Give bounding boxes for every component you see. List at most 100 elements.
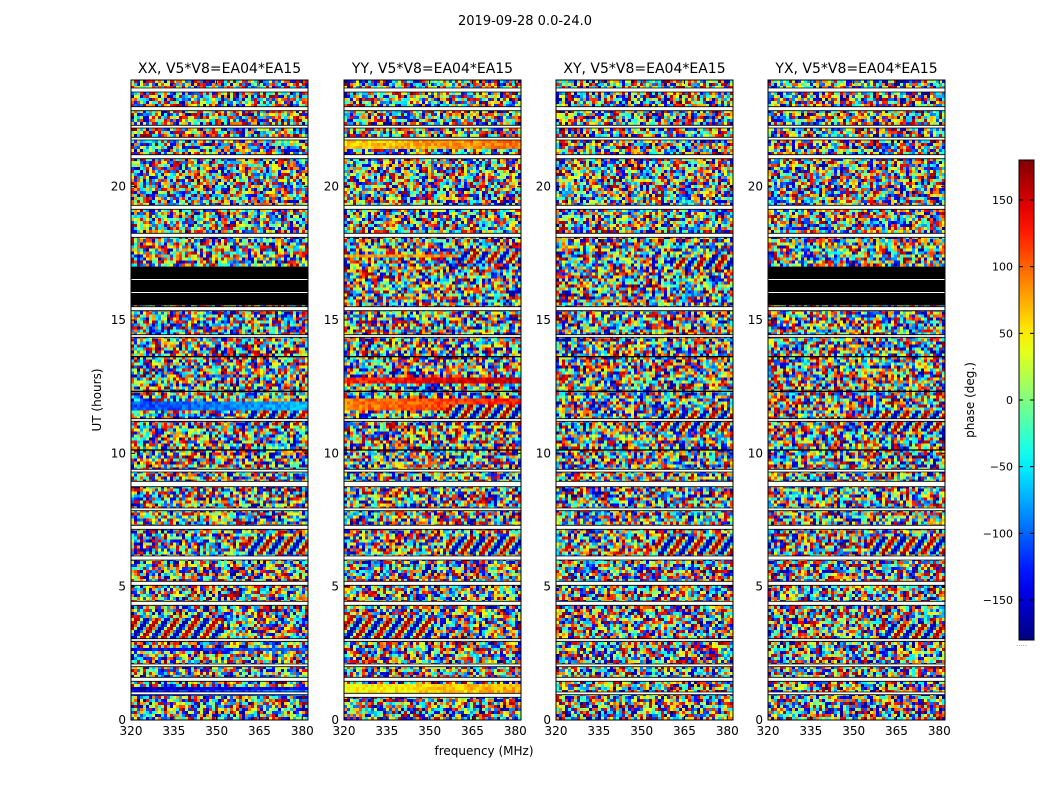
blank-band xyxy=(344,233,521,238)
blank-band xyxy=(344,205,521,210)
blank-band xyxy=(344,418,521,422)
blank-band xyxy=(768,334,945,338)
blank-band xyxy=(556,334,733,338)
y-tick-label: 10 xyxy=(536,446,551,460)
axes-frame xyxy=(555,79,734,721)
panel-title: XX, V5*V8=EA04*EA15 xyxy=(138,61,301,77)
flagged-block xyxy=(344,356,521,358)
y-tick-label: 5 xyxy=(331,580,339,594)
blank-band xyxy=(556,638,733,642)
blank-band xyxy=(768,581,945,586)
blank-band xyxy=(344,334,521,338)
x-tick-label: 335 xyxy=(799,724,822,738)
blank-band xyxy=(768,205,945,210)
blank-band xyxy=(768,556,945,560)
blank-band xyxy=(768,601,945,606)
y-tick-label: 0 xyxy=(755,713,763,727)
blank-band xyxy=(344,508,521,511)
x-tick-label: 365 xyxy=(461,724,484,738)
panel-2: YY, V5*V8=EA04*EA15 320 335 350 365 380 0 5 10 15… xyxy=(324,61,527,738)
x-tick-label: 365 xyxy=(248,724,271,738)
axes-frame xyxy=(343,79,522,721)
y-tick-label: 20 xyxy=(748,180,763,194)
flagged-block xyxy=(768,266,945,306)
colorbar-tick-label: −50 xyxy=(990,461,1013,474)
phase-field xyxy=(131,80,308,720)
blank-band xyxy=(344,481,521,487)
blank-band xyxy=(131,581,308,586)
blank-band xyxy=(344,137,521,140)
y-tick-label: 5 xyxy=(118,580,126,594)
phase-field xyxy=(768,80,945,720)
flagged-block xyxy=(768,390,945,392)
blank-band xyxy=(131,601,308,606)
blank-band xyxy=(768,664,945,667)
x-tick-label: 320 xyxy=(333,724,356,738)
flagged-block xyxy=(131,449,308,451)
colorbar-tick-label: 150 xyxy=(992,194,1013,207)
blank-band xyxy=(131,137,308,140)
x-tick-label: 365 xyxy=(673,724,696,738)
x-tick-label: 350 xyxy=(418,724,441,738)
blank-band xyxy=(131,154,308,159)
panel-title: YX, V5*V8=EA04*EA15 xyxy=(774,61,937,77)
blank-band xyxy=(131,205,308,210)
blank-band xyxy=(768,137,945,140)
colorbar: 150 100 50 0 −50 −100 −150 xyxy=(983,159,1035,641)
y-tick-label: 0 xyxy=(543,713,551,727)
blank-band xyxy=(131,306,308,311)
colorbar-tick-label: 50 xyxy=(999,327,1013,340)
y-tick-label: 5 xyxy=(755,580,763,594)
x-tick-label: 380 xyxy=(716,724,739,738)
blank-band xyxy=(556,469,733,472)
blank-band xyxy=(131,233,308,238)
blank-band xyxy=(768,154,945,159)
y-tick-label: 0 xyxy=(118,713,126,727)
blank-band xyxy=(344,88,521,92)
y-tick-label: 15 xyxy=(748,313,763,327)
blank-band xyxy=(131,481,308,487)
flagged-block xyxy=(131,266,308,306)
blank-band xyxy=(131,638,308,642)
blank-band xyxy=(344,638,521,642)
y-tick-label: 10 xyxy=(748,446,763,460)
blank-band xyxy=(556,481,733,487)
panel-1: XX, V5*V8=EA04*EA15 320 335 350 365 380 0 5 10 15… xyxy=(111,61,314,738)
flagged-block xyxy=(768,356,945,358)
y-tick-label: 20 xyxy=(324,180,339,194)
blank-band xyxy=(768,418,945,422)
blank-band xyxy=(344,556,521,560)
flagged-block xyxy=(556,356,733,358)
blank-band xyxy=(344,306,521,311)
blank-band xyxy=(131,508,308,511)
blank-band xyxy=(131,692,308,695)
blank-band xyxy=(556,556,733,560)
phase-field xyxy=(556,80,733,720)
x-tick-label: 380 xyxy=(504,724,527,738)
panel-4: YX, V5*V8=EA04*EA15 320 335 350 365 380 0 5 10 15… xyxy=(748,61,951,738)
blank-band xyxy=(344,677,521,682)
x-tick-label: 320 xyxy=(757,724,780,738)
colorbar-label: phase (deg.) xyxy=(963,362,977,438)
colorbar-tick-label: −100 xyxy=(983,527,1013,540)
colorbar-tick-label: 100 xyxy=(992,261,1013,274)
blank-band xyxy=(344,469,521,472)
blank-band xyxy=(131,677,308,682)
blank-band xyxy=(768,106,945,111)
axes-frame xyxy=(130,79,309,721)
colorbar-tick-label: −150 xyxy=(983,594,1013,607)
blank-band xyxy=(556,677,733,682)
colorbar-note: ..... xyxy=(1016,640,1028,648)
flagged-block xyxy=(131,390,308,392)
blank-band xyxy=(131,469,308,472)
x-tick-label: 350 xyxy=(630,724,653,738)
blank-band xyxy=(768,469,945,472)
blank-band xyxy=(131,106,308,111)
y-tick-label: 5 xyxy=(543,580,551,594)
x-tick-label: 335 xyxy=(375,724,398,738)
blank-band xyxy=(556,581,733,586)
colorbar-tick-label: 0 xyxy=(1006,394,1013,407)
flagged-block xyxy=(344,390,521,392)
phase-field xyxy=(344,80,521,720)
